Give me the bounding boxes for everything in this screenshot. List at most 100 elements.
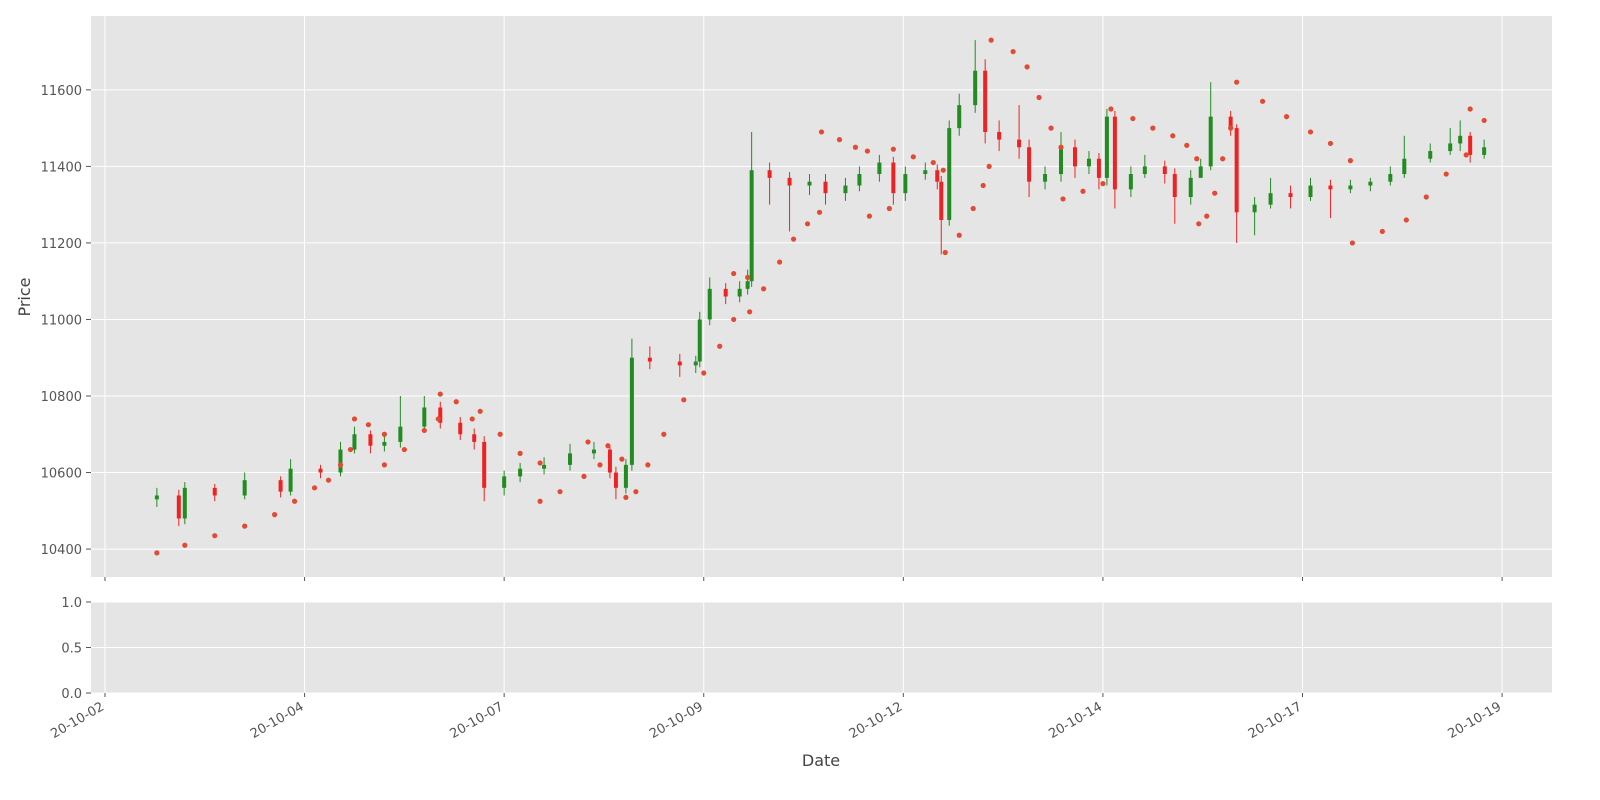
candle-body <box>935 170 940 182</box>
sar-dot <box>337 462 344 468</box>
sar-dot <box>557 489 563 495</box>
candle-body <box>807 181 812 186</box>
sar-dot <box>351 416 358 422</box>
sar-dot <box>836 137 843 143</box>
y-tick-label: 0.0 <box>61 687 82 702</box>
candle-body <box>947 128 952 220</box>
sar-dot <box>956 232 962 238</box>
sar-dot <box>776 259 783 265</box>
sar-dot <box>761 286 767 292</box>
y-tick-label: 10800 <box>41 390 82 405</box>
sar-dot <box>852 144 859 150</box>
sar-dot <box>980 182 986 189</box>
candle-body <box>242 480 247 496</box>
sar-dot <box>1170 133 1176 139</box>
candle-body <box>288 468 293 492</box>
candle-body <box>482 441 487 488</box>
candle-body <box>1328 185 1333 190</box>
candle-body <box>318 468 323 473</box>
candle-body <box>1043 174 1048 182</box>
candle-body <box>923 170 928 175</box>
candle-body <box>1017 139 1022 148</box>
candle-body <box>737 288 742 297</box>
sar-dot <box>242 523 248 529</box>
candle-body <box>1402 158 1407 175</box>
x-tick-label: 20-10-14 <box>1046 699 1105 741</box>
y-tick-label: 1.0 <box>61 596 82 611</box>
sar-dot <box>818 129 825 135</box>
candle-body <box>176 495 181 519</box>
sar-dot <box>1212 190 1218 196</box>
candle-body <box>957 105 962 129</box>
candle-body <box>843 185 848 194</box>
candle-body <box>1104 116 1109 178</box>
main-panel <box>91 16 1552 577</box>
sar-dot <box>381 431 387 437</box>
x-tick-label: 20-10-07 <box>448 699 507 741</box>
candle-body <box>903 174 908 194</box>
sar-dot <box>1234 79 1240 85</box>
candle-body <box>1112 116 1117 190</box>
sar-dot <box>272 512 278 518</box>
sar-dot <box>1108 106 1114 112</box>
sar-dot <box>988 37 994 43</box>
candle-body <box>398 426 403 442</box>
candle-body <box>723 288 728 297</box>
candle-body <box>1208 116 1213 167</box>
sar-dot <box>645 462 651 468</box>
candle-body <box>1086 158 1091 167</box>
sar-dot <box>1307 129 1314 135</box>
sar-dot <box>1423 194 1429 200</box>
sar-dot <box>890 146 896 152</box>
sar-dot <box>1481 117 1487 124</box>
candle-body <box>154 495 159 500</box>
candle-body <box>568 453 573 465</box>
sar-dot <box>477 408 483 414</box>
sar-dot <box>347 446 354 453</box>
candle-body <box>182 487 187 519</box>
sar-dot <box>597 462 603 468</box>
sar-dot <box>1060 196 1066 202</box>
candle-body <box>1234 128 1239 213</box>
candle-body <box>1198 166 1203 178</box>
sar-dot <box>731 270 737 277</box>
sar-dot <box>1010 48 1016 55</box>
sar-dot <box>1080 188 1086 194</box>
sar-dot <box>1467 106 1473 112</box>
sar-dot <box>401 446 407 453</box>
x-tick-label: 20-10-17 <box>1246 699 1305 741</box>
y-tick-label: 10400 <box>41 543 82 558</box>
candle-body <box>877 162 882 175</box>
x-tick-label: 20-10-04 <box>248 699 307 741</box>
candle-body <box>1128 174 1133 190</box>
candle-body <box>1162 166 1167 175</box>
sar-dot <box>701 370 707 376</box>
candle-body <box>1027 147 1032 182</box>
sar-dot <box>804 221 811 227</box>
candle-body <box>1468 135 1473 155</box>
sar-dot <box>182 542 188 548</box>
candle-body <box>1482 147 1487 155</box>
sar-dot <box>381 462 387 468</box>
candle-body <box>368 434 373 446</box>
candle-body <box>212 487 217 496</box>
sar-dot <box>1184 142 1190 148</box>
candle-body <box>693 361 698 366</box>
candle-body <box>338 449 343 473</box>
candle-body <box>1458 135 1463 144</box>
candle-body <box>458 422 463 435</box>
sar-dot <box>717 343 723 349</box>
candle-body <box>997 131 1002 140</box>
x-tick-label: 20-10-02 <box>48 699 107 741</box>
candle-body <box>1308 185 1313 198</box>
candle-body <box>1142 166 1147 175</box>
x-axis-label: Date <box>802 751 840 770</box>
candle-body <box>1448 143 1453 152</box>
candle-body <box>745 281 750 289</box>
sar-dot <box>1220 156 1226 162</box>
candle-body <box>542 464 547 469</box>
y-tick-label: 11200 <box>41 237 82 252</box>
candle-body <box>939 181 944 220</box>
candle-body <box>607 449 612 473</box>
candle-body <box>1388 174 1393 182</box>
